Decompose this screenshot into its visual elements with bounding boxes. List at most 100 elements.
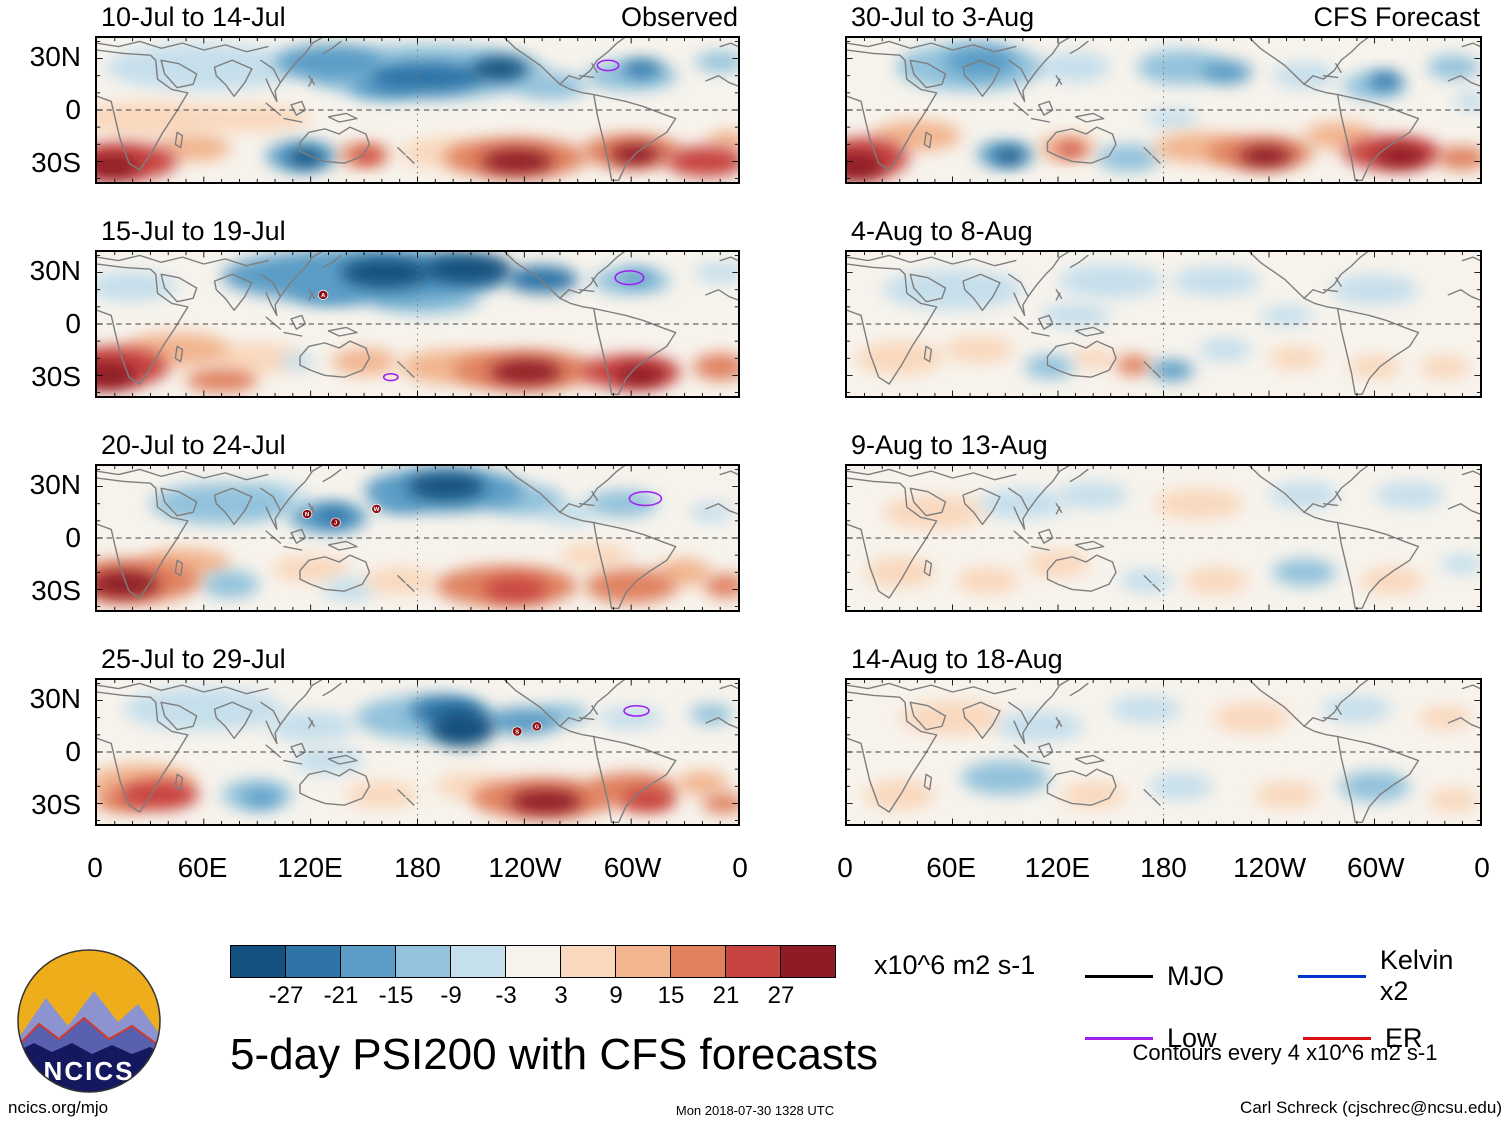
colorbar-swatch bbox=[230, 945, 286, 978]
colorbar-swatch bbox=[285, 945, 341, 978]
legend-label: ER bbox=[1385, 1023, 1423, 1053]
legend-item-kelvin-x2: Kelvin x2 bbox=[1297, 945, 1485, 1007]
ncics-logo: NCICS bbox=[14, 946, 164, 1096]
colorbar-units-label: x10^6 m2 s-1 bbox=[874, 950, 1036, 980]
x-axis-label: 180 bbox=[1140, 852, 1187, 883]
panel-title: 20-Jul to 24-Jul bbox=[101, 430, 286, 460]
colorbar-swatch bbox=[395, 945, 451, 978]
colorbar-tick: 3 bbox=[554, 982, 568, 1009]
map-panel: 25-Jul to 29-Jul S G 30N 0 30S bbox=[30, 644, 740, 826]
map-frame bbox=[845, 36, 1482, 184]
panel-title: 25-Jul to 29-Jul bbox=[101, 644, 286, 674]
svg-text:A: A bbox=[321, 293, 326, 299]
svg-text:G: G bbox=[534, 724, 539, 730]
x-axis-label: 0 bbox=[732, 852, 748, 883]
map-panel: 20-Jul to 24-Jul N J W 30N 0 30S bbox=[30, 430, 740, 612]
column-heading: Observed bbox=[620, 2, 738, 32]
forecast-column: 30-Jul to 3-Aug CFS Forecast 4-Aug to 8-Au… bbox=[845, 2, 1482, 858]
y-axis-label: 30S bbox=[31, 147, 81, 178]
x-axis-label: 120E bbox=[1024, 852, 1091, 883]
y-axis-label: 30N bbox=[29, 683, 81, 714]
footer-contact: Carl Schreck (cjschrec@ncsu.edu) bbox=[1240, 1098, 1502, 1117]
x-axis-label: 120W bbox=[488, 852, 562, 883]
logo-red-ridge bbox=[18, 1016, 160, 1049]
colorbar-swatch bbox=[725, 945, 781, 978]
panel-title-row: 15-Jul to 19-Jul bbox=[95, 216, 740, 250]
contour-legend: MJO Kelvin x2 Low ER bbox=[1085, 945, 1485, 1070]
map-canvas bbox=[847, 38, 1480, 182]
logo-text: NCICS bbox=[44, 1056, 135, 1086]
contour-interval-note: Contours every 4 x10^6 m2 s-1 bbox=[1132, 1040, 1438, 1065]
map-panel: 15-Jul to 19-Jul A 30N 0 30S bbox=[30, 216, 740, 398]
column-heading: CFS Forecast bbox=[1313, 2, 1480, 32]
map-panel: 30-Jul to 3-Aug CFS Forecast bbox=[845, 2, 1482, 184]
panel-title: 30-Jul to 3-Aug bbox=[851, 2, 1035, 32]
panel-title-row: 20-Jul to 24-Jul bbox=[95, 430, 740, 464]
y-axis-label: 30S bbox=[31, 361, 81, 392]
svg-text:S: S bbox=[515, 730, 519, 736]
panel-title: 15-Jul to 19-Jul bbox=[101, 216, 286, 246]
x-axis-label: 60E bbox=[177, 852, 228, 883]
legend-line bbox=[1303, 1037, 1371, 1040]
svg-text:J: J bbox=[334, 521, 337, 527]
x-axis-label: 60W bbox=[1347, 852, 1405, 883]
colorbar-swatch bbox=[340, 945, 396, 978]
colorbar-swatch bbox=[560, 945, 616, 978]
colorbar: -27 -21 -15 -9 -3 3 9 15 21 27 bbox=[230, 945, 836, 1009]
y-axis-label: 0 bbox=[65, 308, 81, 339]
x-axis-labels-forecast: 0 60E 120E 180 120W 60W 0 bbox=[837, 852, 1490, 892]
colorbar-swatch bbox=[615, 945, 671, 978]
panel-title-row: 10-Jul to 14-Jul Observed bbox=[95, 2, 740, 36]
panel-title: 10-Jul to 14-Jul bbox=[101, 2, 286, 32]
footer-timestamp: Mon 2018-07-30 1328 UTC bbox=[675, 1103, 835, 1118]
svg-text:N: N bbox=[305, 512, 309, 518]
x-axis-label: 180 bbox=[394, 852, 441, 883]
legend-label: Kelvin x2 bbox=[1379, 945, 1454, 1006]
colorbar-swatch bbox=[505, 945, 561, 978]
y-axis-label: 0 bbox=[65, 522, 81, 553]
map-panel: 10-Jul to 14-Jul Observed 30N 0 30S bbox=[30, 2, 740, 184]
y-axis-label: 30N bbox=[29, 255, 81, 286]
legend-line bbox=[1297, 974, 1366, 978]
legend-line bbox=[1085, 974, 1153, 978]
colorbar-swatch bbox=[780, 945, 836, 978]
colorbar-tick: -9 bbox=[440, 982, 462, 1009]
x-axis-label: 0 bbox=[837, 852, 853, 883]
panel-title-row: 14-Aug to 18-Aug bbox=[845, 644, 1482, 678]
colorbar-swatches bbox=[230, 945, 836, 978]
colorbar-swatch bbox=[450, 945, 506, 978]
map-canvas bbox=[97, 38, 738, 182]
map-frame: N J W bbox=[95, 464, 740, 612]
x-axis-label: 60E bbox=[926, 852, 977, 883]
y-axis-label: 0 bbox=[65, 736, 81, 767]
map-frame bbox=[845, 250, 1482, 398]
map-frame: A bbox=[95, 250, 740, 398]
y-axis-label: 30S bbox=[31, 575, 81, 606]
x-axis-label: 120W bbox=[1233, 852, 1307, 883]
map-panel: 4-Aug to 8-Aug bbox=[845, 216, 1482, 398]
colorbar-tick: 9 bbox=[609, 982, 623, 1009]
svg-text:W: W bbox=[374, 507, 380, 513]
ncics-logo-graphic: NCICS bbox=[17, 949, 161, 1093]
colorbar-swatch bbox=[670, 945, 726, 978]
map-frame bbox=[845, 678, 1482, 826]
colorbar-tick: -3 bbox=[495, 982, 517, 1009]
colorbar-tick: -21 bbox=[323, 982, 359, 1009]
legend-line bbox=[1085, 1037, 1153, 1040]
panel-title: 4-Aug to 8-Aug bbox=[851, 216, 1033, 246]
legend-item-mjo: MJO bbox=[1085, 961, 1298, 992]
y-axis-label: 30N bbox=[29, 41, 81, 72]
x-axis-label: 120E bbox=[277, 852, 343, 883]
legend-row: MJO Kelvin x2 bbox=[1085, 945, 1485, 1007]
map-canvas bbox=[847, 466, 1480, 610]
legend-label: Low bbox=[1167, 1023, 1217, 1053]
colorbar-tick: -27 bbox=[268, 982, 304, 1009]
panel-title-row: 25-Jul to 29-Jul bbox=[95, 644, 740, 678]
map-canvas bbox=[847, 252, 1480, 396]
colorbar-tick: 27 bbox=[767, 982, 795, 1009]
map-canvas: N J W bbox=[97, 466, 738, 610]
x-axis-label: 0 bbox=[1474, 852, 1490, 883]
map-canvas: A bbox=[97, 252, 738, 396]
panel-title-row: 4-Aug to 8-Aug bbox=[845, 216, 1482, 250]
